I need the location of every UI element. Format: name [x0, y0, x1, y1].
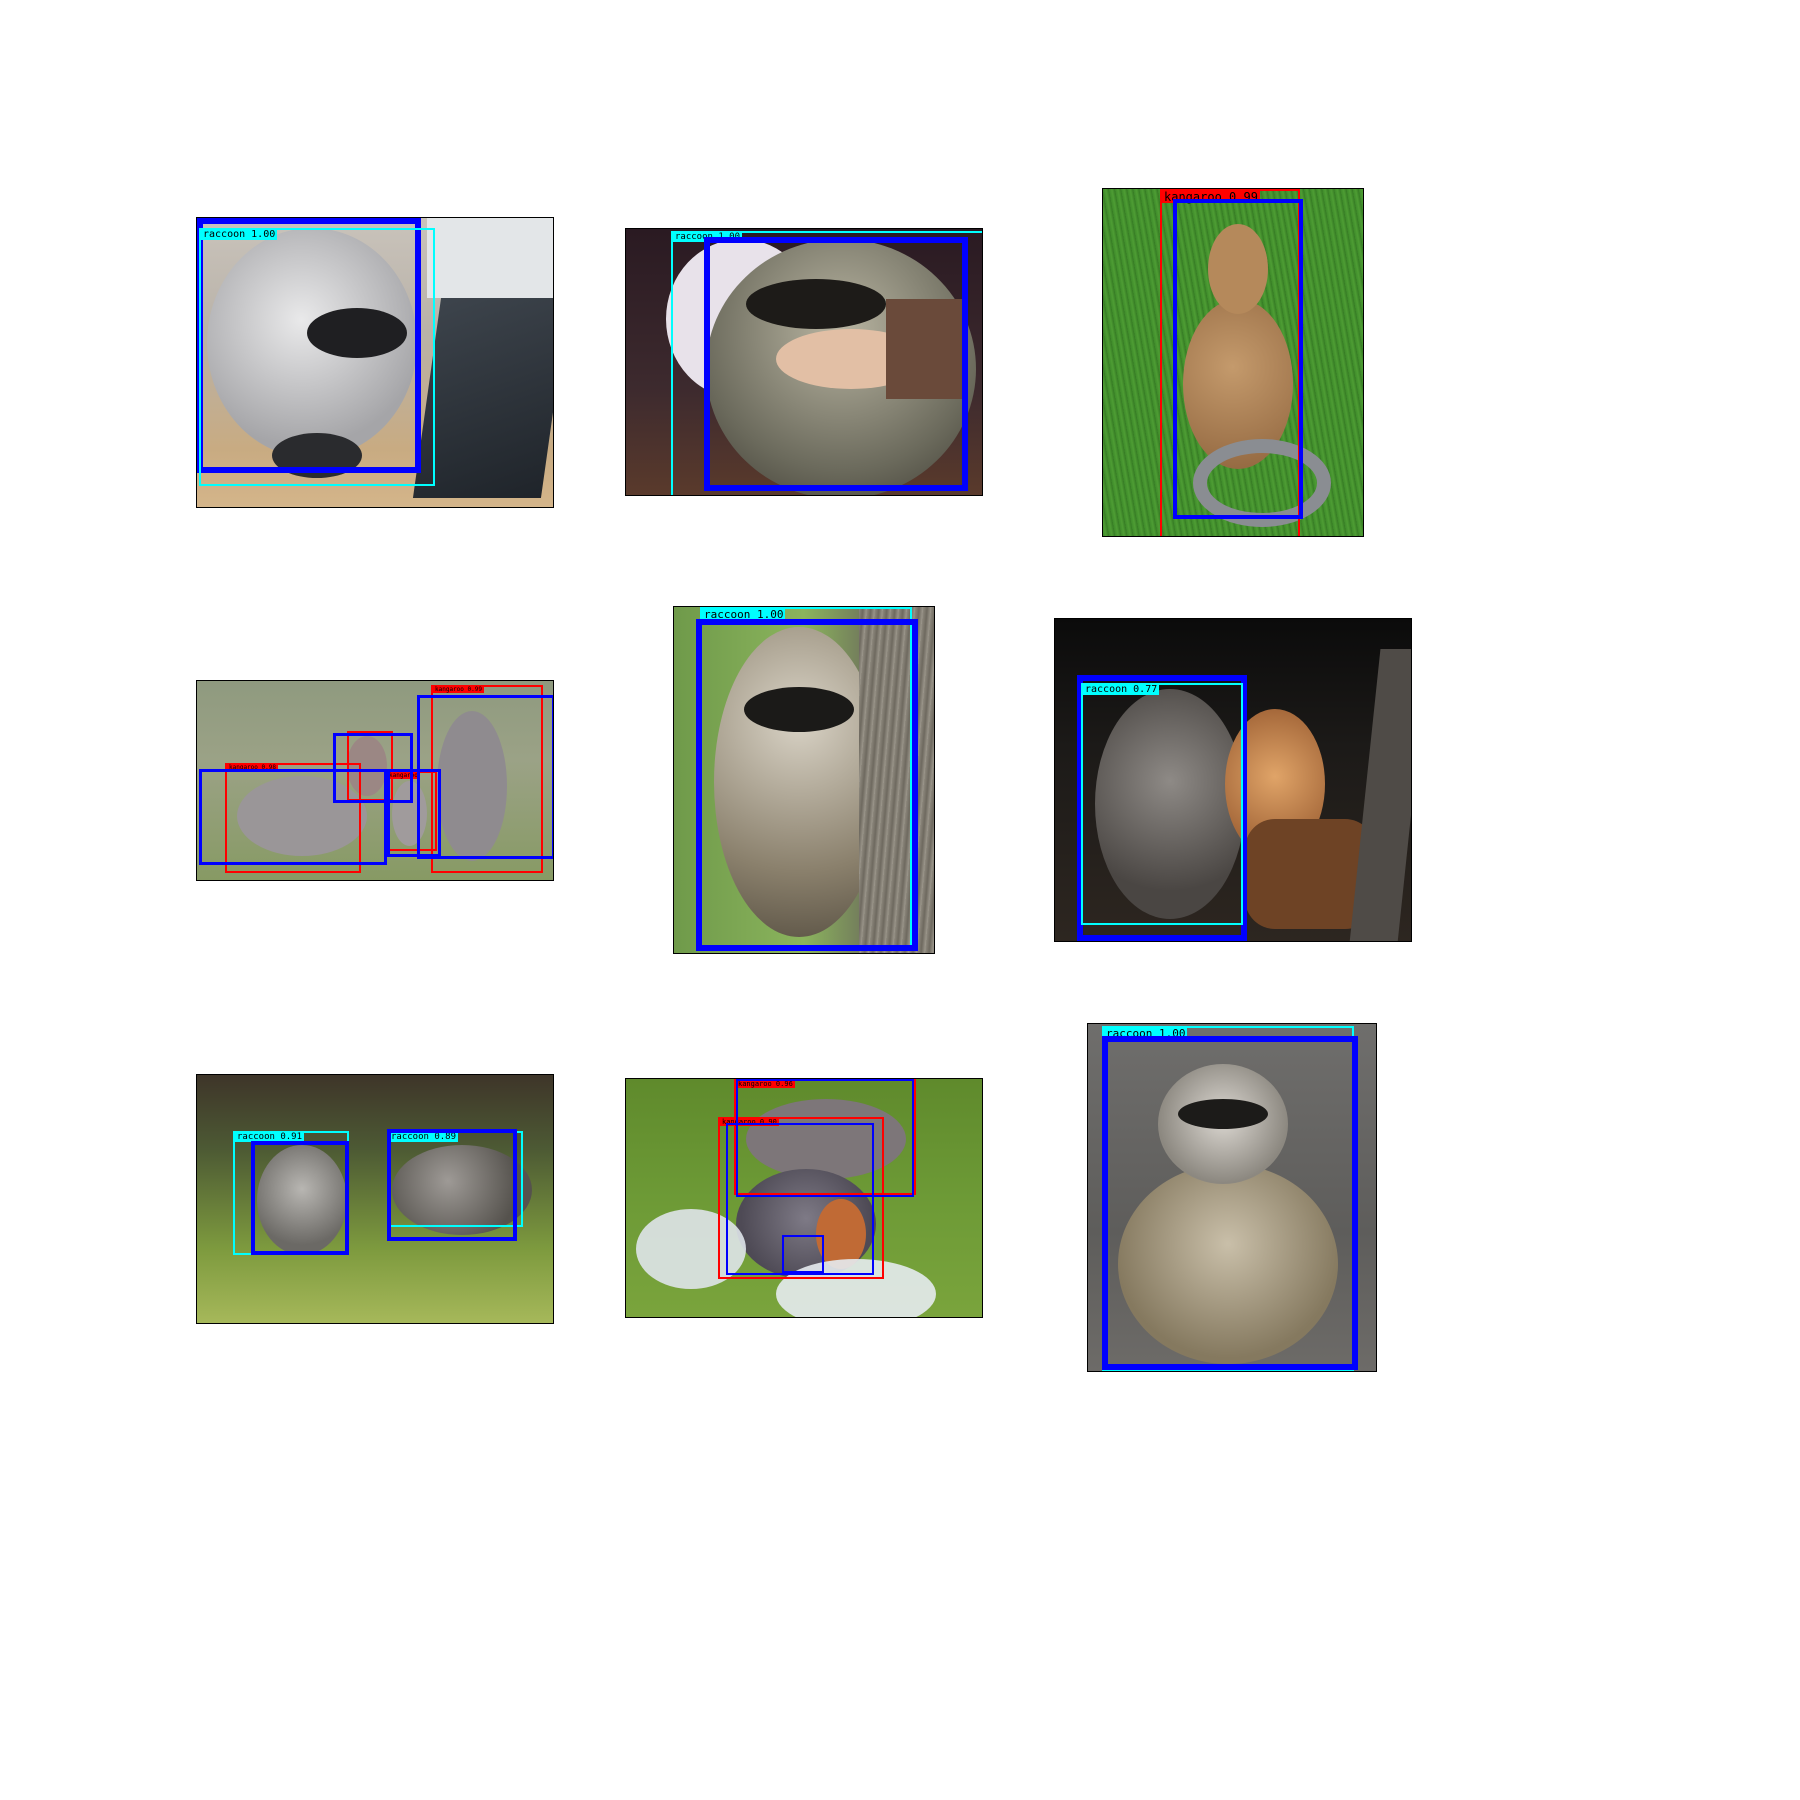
- ground-truth-box: [1077, 675, 1247, 941]
- ground-truth-box: [704, 237, 968, 491]
- ground-truth-box: [251, 1141, 349, 1255]
- detection-panel-1: raccoon 1.00: [196, 217, 554, 508]
- prediction-label: raccoon 1.00: [1104, 1027, 1188, 1040]
- photo-two-raccoons-in-grass: [197, 1075, 553, 1323]
- ground-truth-box: [333, 733, 413, 803]
- detection-panel-8: kangaroo 0.96 kangaroo 0.90: [625, 1078, 983, 1318]
- ground-truth-box: [782, 1235, 824, 1273]
- ground-truth-box: [199, 769, 387, 865]
- photo-raccoon-and-cat-at-night: [1055, 619, 1411, 941]
- photo-raccoon-sitting-against-rock: [1088, 1024, 1376, 1371]
- ground-truth-box: [417, 695, 553, 859]
- photo-kangaroo-group-on-field: [197, 681, 553, 880]
- prediction-box-raccoon: raccoon 0.77: [1081, 683, 1243, 925]
- photo-raccoon-on-tree-trunk: [674, 607, 934, 953]
- prediction-label: kangaroo 0.96: [736, 1080, 795, 1088]
- prediction-label: raccoon 1.00: [702, 608, 786, 621]
- detection-panel-3: kangaroo 0.99: [1102, 188, 1364, 537]
- prediction-box-kangaroo: kangaroo 0.90: [718, 1117, 884, 1279]
- ground-truth-box: [1173, 199, 1303, 519]
- prediction-label: raccoon 0.89: [389, 1132, 459, 1142]
- prediction-label: raccoon 0.77: [1083, 684, 1160, 695]
- photo-kangaroo-statue-on-grass: [1103, 189, 1363, 536]
- ground-truth-box: [387, 1129, 517, 1241]
- detection-panel-4: kangaroo 0.99 kangaroo 0.98 kangaroo: [196, 680, 554, 881]
- ground-truth-box: [696, 619, 918, 951]
- prediction-label: kangaroo: [387, 772, 420, 779]
- detection-panel-6: raccoon 0.77: [1054, 618, 1412, 942]
- prediction-label: kangaroo 0.90: [720, 1118, 779, 1126]
- detection-panel-9: raccoon 1.00: [1087, 1023, 1377, 1372]
- ground-truth-box: [387, 769, 441, 857]
- photo-raccoon-held-in-lap: [626, 229, 982, 495]
- detection-panel-5: raccoon 1.00: [673, 606, 935, 954]
- ground-truth-box: [736, 1079, 914, 1197]
- prediction-box-kangaroo: kangaroo 0.99: [431, 685, 543, 873]
- prediction-box-kangaroo: kangaroo 0.98: [225, 763, 361, 873]
- detection-panel-7: raccoon 0.91 raccoon 0.89: [196, 1074, 554, 1324]
- prediction-label: raccoon 1.00: [201, 229, 278, 240]
- prediction-label: kangaroo 0.98: [227, 764, 278, 771]
- prediction-label: raccoon 0.91: [235, 1132, 305, 1142]
- ground-truth-box: [1102, 1036, 1358, 1370]
- prediction-box-raccoon: raccoon 1.00: [199, 228, 435, 486]
- ground-truth-box: [726, 1123, 874, 1275]
- prediction-label: kangaroo 0.99: [433, 686, 484, 693]
- detection-panel-2: raccoon 1.00: [625, 228, 983, 496]
